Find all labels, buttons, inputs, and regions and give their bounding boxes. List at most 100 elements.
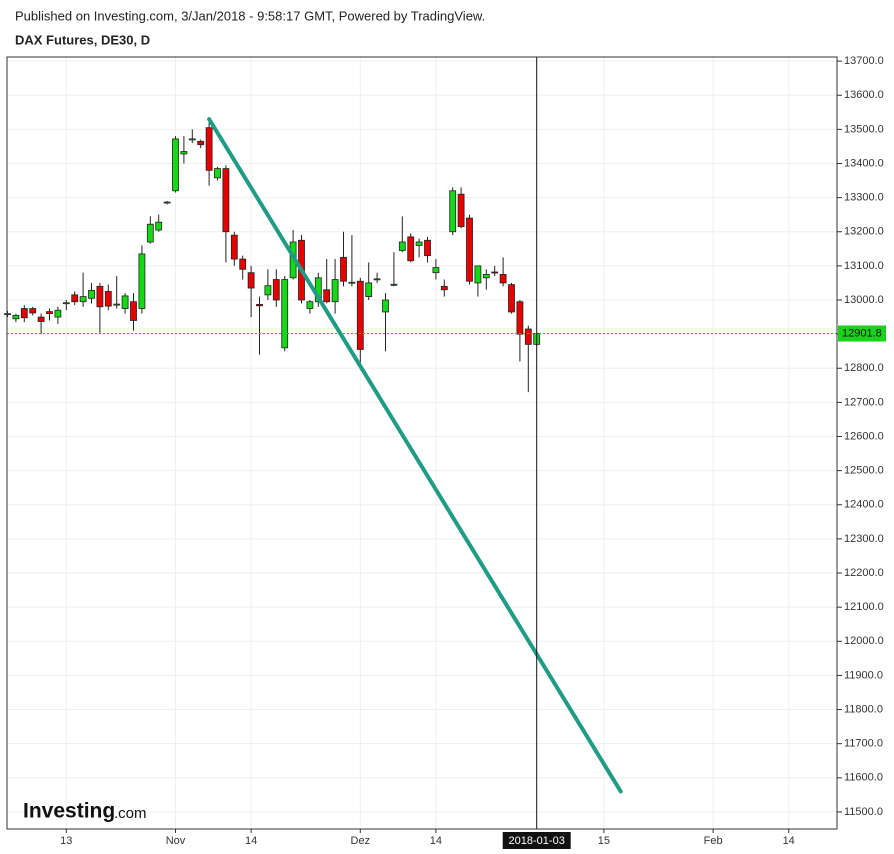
y-tick-label: 12400.0 (844, 499, 884, 511)
candle-body (96, 285, 104, 308)
plot-area (4, 57, 837, 829)
candle-body (508, 284, 515, 313)
y-tick-label: 13200.0 (844, 226, 884, 238)
candle-body (71, 294, 79, 303)
candle-body (457, 193, 465, 228)
last-price-box (838, 325, 886, 342)
y-tick-label: 13500.0 (844, 123, 884, 135)
crosshair-label: 2018-01-03 (509, 835, 565, 847)
y-tick-label: 13300.0 (844, 192, 884, 204)
candle-body (491, 271, 499, 274)
candle-body (214, 168, 221, 179)
candle-body (197, 140, 205, 146)
candle-body (256, 304, 263, 307)
candle-body (130, 301, 137, 321)
x-tick-label: 14 (245, 835, 257, 847)
candle-body (516, 301, 524, 335)
crosshair-label-box (502, 832, 571, 849)
candle-body (205, 127, 213, 171)
candle-body (356, 280, 364, 350)
candle-body (474, 265, 482, 284)
y-tick-label: 13100.0 (844, 260, 884, 272)
y-tick-label: 12100.0 (844, 601, 884, 613)
candle-body (121, 295, 129, 309)
candle-body (499, 274, 507, 284)
candle-body (272, 279, 280, 301)
candle-body (222, 168, 230, 233)
candle-body (46, 311, 53, 315)
candle-body (415, 241, 423, 246)
last-price-label: 12901.8 (842, 327, 882, 339)
y-tick-label: 12700.0 (844, 396, 884, 408)
y-tick-label: 13400.0 (844, 157, 884, 169)
y-tick-label: 11600.0 (844, 772, 883, 784)
x-tick-label: Nov (166, 835, 186, 847)
y-tick-label: 11500.0 (844, 806, 883, 818)
candle-body (407, 236, 415, 262)
candle-body (398, 241, 406, 251)
x-tick-label: Feb (704, 835, 723, 847)
candle-body (104, 291, 112, 307)
candle-body (382, 299, 389, 313)
candle-body (37, 316, 45, 322)
y-tick-label: 12000.0 (844, 635, 884, 647)
candle-body (373, 278, 381, 281)
candle-body (264, 285, 272, 296)
candle-body (29, 308, 37, 314)
x-tick-label: 13 (60, 835, 72, 847)
candle-body (281, 279, 289, 349)
candle-body (155, 221, 163, 231)
y-tick-label: 12300.0 (844, 533, 884, 545)
candle-body (466, 217, 473, 282)
candle-body (306, 301, 314, 309)
logo-suffix: .com (114, 805, 147, 822)
candle-body (390, 283, 398, 286)
x-tick-label: 15 (598, 835, 610, 847)
y-tick-label: 11900.0 (844, 669, 883, 681)
candle-body (365, 282, 373, 297)
candle-body (163, 201, 171, 204)
logo-brand: Investing (23, 800, 115, 823)
candle-body (323, 289, 331, 303)
candle-body (172, 138, 179, 192)
x-tick-label: 14 (783, 835, 795, 847)
y-tick-label: 13000.0 (844, 294, 884, 306)
candle-body (432, 267, 440, 274)
y-tick-label: 13600.0 (844, 89, 884, 101)
y-tick-label: 12500.0 (844, 465, 884, 477)
candle-body (180, 151, 188, 155)
publisher-line: Published on Investing.com, 3/Jan/2018 -… (15, 8, 485, 23)
candle-body (188, 138, 196, 141)
candle-body (247, 272, 255, 289)
candle-body (54, 309, 62, 318)
x-tick-label: 14 (430, 835, 442, 847)
candle-body (482, 274, 490, 279)
x-tick-label: Dez (351, 835, 371, 847)
candle-body (449, 190, 457, 233)
candle-body (230, 234, 238, 260)
trend-line (207, 117, 623, 794)
y-tick-label: 12200.0 (844, 567, 884, 579)
y-tick-label: 12800.0 (844, 362, 884, 374)
candle-body (239, 258, 247, 270)
candle-body (440, 285, 448, 291)
candle-body (138, 253, 146, 309)
candle-body (146, 223, 154, 243)
candle-body (524, 328, 532, 345)
candle-body (79, 296, 87, 303)
y-tick-label: 12600.0 (844, 430, 884, 442)
candle-body (88, 290, 95, 299)
y-tick-label: 11800.0 (844, 703, 883, 715)
candle-body (331, 279, 339, 303)
chart-title: DAX Futures, DE30, D (15, 32, 150, 47)
candle-body (348, 281, 356, 284)
candle-body (113, 303, 121, 306)
candle-body (12, 314, 20, 320)
y-tick-label: 13700.0 (844, 55, 884, 67)
candle-body (20, 308, 28, 319)
candle-body (424, 239, 431, 257)
y-tick-label: 11700.0 (844, 738, 883, 750)
candle-body (62, 302, 70, 305)
